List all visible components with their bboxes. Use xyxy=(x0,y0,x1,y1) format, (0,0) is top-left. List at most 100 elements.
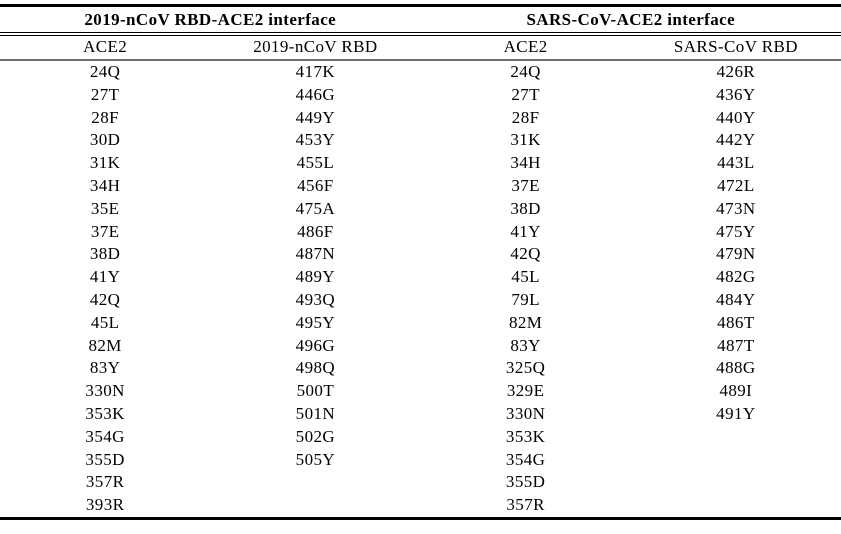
table-row: 393R 357R xyxy=(0,494,841,518)
group-header-sars-cov-ace2: SARS-CoV-ACE2 interface xyxy=(421,6,841,35)
residue-cell: 495Y xyxy=(210,312,420,335)
residue-cell: 31K xyxy=(421,129,631,152)
residue-cell: 417K xyxy=(210,60,420,84)
table-row: 357R 355D xyxy=(0,471,841,494)
residue-cell: 475A xyxy=(210,198,420,221)
residue-cell: 426R xyxy=(631,60,841,84)
residue-cell: 488G xyxy=(631,357,841,380)
residue-cell: 82M xyxy=(421,312,631,335)
residue-cell: 440Y xyxy=(631,107,841,130)
residue-cell: 34H xyxy=(421,152,631,175)
interface-residues-table: 2019-nCoV RBD-ACE2 interface SARS-CoV-AC… xyxy=(0,4,841,520)
residue-cell: 455L xyxy=(210,152,420,175)
residue-cell: 475Y xyxy=(631,221,841,244)
residue-cell xyxy=(631,471,841,494)
column-header-2019-ncov-rbd: 2019-nCoV RBD xyxy=(210,34,420,60)
residue-cell: 479N xyxy=(631,243,841,266)
residue-cell: 42Q xyxy=(421,243,631,266)
residue-cell: 355D xyxy=(0,449,210,472)
residue-cell: 330N xyxy=(421,403,631,426)
residue-cell: 31K xyxy=(0,152,210,175)
residue-cell: 38D xyxy=(0,243,210,266)
residue-cell: 42Q xyxy=(0,289,210,312)
residue-cell: 500T xyxy=(210,380,420,403)
residue-cell: 357R xyxy=(421,494,631,518)
residue-cell: 496G xyxy=(210,335,420,358)
residue-cell: 505Y xyxy=(210,449,420,472)
residue-cell: 83Y xyxy=(0,357,210,380)
group-header-2019-ncov-rbd-ace2: 2019-nCoV RBD-ACE2 interface xyxy=(0,6,421,35)
residue-cell: 446G xyxy=(210,84,420,107)
residue-cell: 27T xyxy=(0,84,210,107)
residue-cell: 41Y xyxy=(0,266,210,289)
column-header-sars-cov-rbd: SARS-CoV RBD xyxy=(631,34,841,60)
residue-cell: 436Y xyxy=(631,84,841,107)
residue-cell: 482G xyxy=(631,266,841,289)
residue-cell: 487T xyxy=(631,335,841,358)
column-header-row: ACE2 2019-nCoV RBD ACE2 SARS-CoV RBD xyxy=(0,34,841,60)
residue-cell: 449Y xyxy=(210,107,420,130)
residue-cell: 82M xyxy=(0,335,210,358)
residue-cell: 472L xyxy=(631,175,841,198)
residue-cell: 353K xyxy=(0,403,210,426)
residue-cell: 442Y xyxy=(631,129,841,152)
residue-cell: 357R xyxy=(0,471,210,494)
residue-cell: 27T xyxy=(421,84,631,107)
residue-cell: 484Y xyxy=(631,289,841,312)
residue-cell xyxy=(631,426,841,449)
residue-cell: 354G xyxy=(421,449,631,472)
residue-cell xyxy=(210,471,420,494)
residue-cell: 45L xyxy=(0,312,210,335)
column-header-ace2-left: ACE2 xyxy=(0,34,210,60)
residue-cell: 24Q xyxy=(421,60,631,84)
residue-cell: 501N xyxy=(210,403,420,426)
residue-cell: 355D xyxy=(421,471,631,494)
residue-cell: 35E xyxy=(0,198,210,221)
residue-cell: 28F xyxy=(421,107,631,130)
residue-cell: 24Q xyxy=(0,60,210,84)
residue-cell: 456F xyxy=(210,175,420,198)
residue-cell: 491Y xyxy=(631,403,841,426)
residue-cell: 486F xyxy=(210,221,420,244)
residue-cell: 502G xyxy=(210,426,420,449)
residue-cell: 83Y xyxy=(421,335,631,358)
residue-cell: 30D xyxy=(0,129,210,152)
residue-cell: 393R xyxy=(0,494,210,518)
residue-cell: 489Y xyxy=(210,266,420,289)
residue-cell xyxy=(631,449,841,472)
residue-cell: 37E xyxy=(421,175,631,198)
residue-cell: 498Q xyxy=(210,357,420,380)
residue-cell: 329E xyxy=(421,380,631,403)
residue-cell: 79L xyxy=(421,289,631,312)
residue-cell: 486T xyxy=(631,312,841,335)
residue-cell: 493Q xyxy=(210,289,420,312)
residue-cell: 473N xyxy=(631,198,841,221)
residue-cell: 34H xyxy=(0,175,210,198)
column-header-ace2-right: ACE2 xyxy=(421,34,631,60)
residue-cell: 487N xyxy=(210,243,420,266)
residue-cell: 37E xyxy=(0,221,210,244)
residue-cell: 489I xyxy=(631,380,841,403)
residue-cell: 38D xyxy=(421,198,631,221)
residue-cell: 330N xyxy=(0,380,210,403)
residue-cell: 453Y xyxy=(210,129,420,152)
residue-cell xyxy=(631,494,841,518)
